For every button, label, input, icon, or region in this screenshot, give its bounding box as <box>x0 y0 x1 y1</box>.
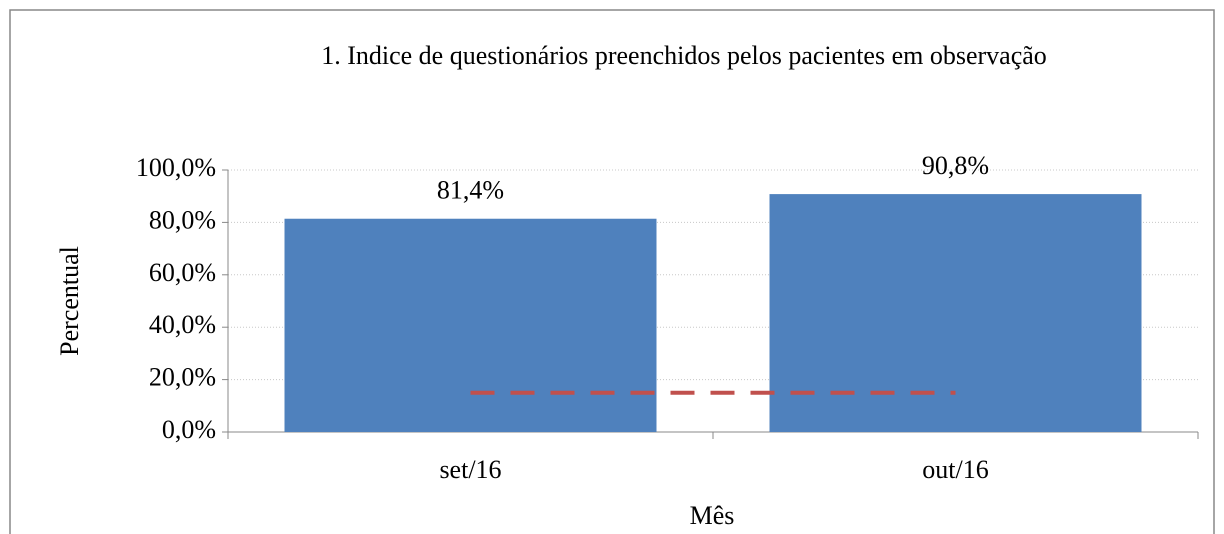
y-tick-label: 60,0% <box>149 258 216 287</box>
y-axis-label: Percentual <box>55 246 84 356</box>
data-label: 81,4% <box>437 176 504 205</box>
chart-border <box>9 9 1215 534</box>
bar <box>284 218 657 432</box>
x-tick-label: set/16 <box>439 455 501 484</box>
bar <box>769 194 1142 432</box>
data-label: 90,8% <box>922 151 989 180</box>
y-tick-label: 0,0% <box>162 415 216 444</box>
x-axis-label: Mês <box>690 501 735 530</box>
y-tick-label: 80,0% <box>149 205 216 234</box>
y-tick-label: 40,0% <box>149 310 216 339</box>
y-tick-label: 20,0% <box>149 363 216 392</box>
chart-title: 1. Indice de questionários preenchidos p… <box>321 41 1047 70</box>
y-tick-label: 100,0% <box>136 153 216 182</box>
x-tick-label: out/16 <box>922 455 988 484</box>
